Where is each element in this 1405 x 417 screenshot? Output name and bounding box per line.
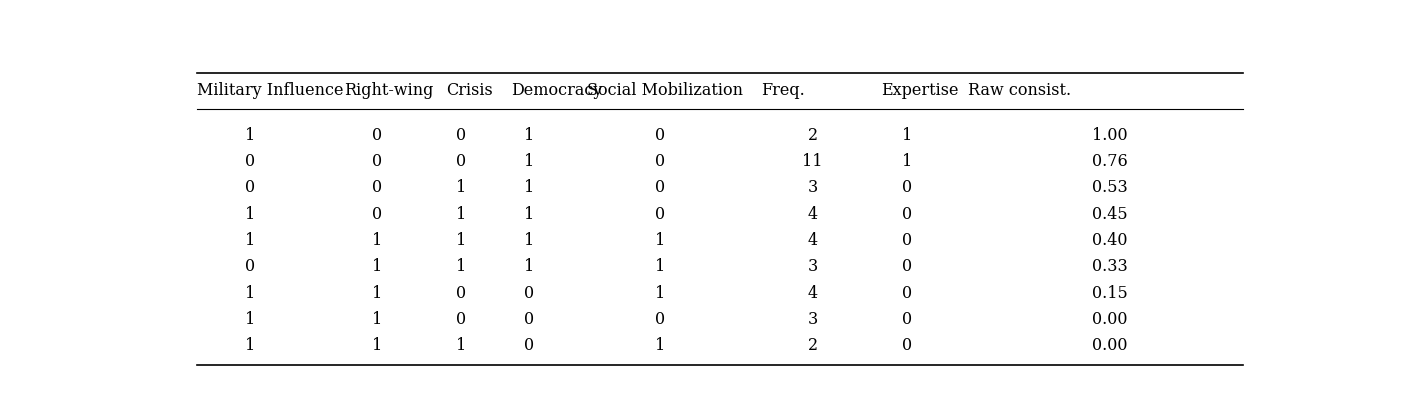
Text: 0: 0 [655, 179, 665, 196]
Text: Right-wing: Right-wing [344, 82, 434, 99]
Text: Freq.: Freq. [762, 82, 805, 99]
Text: 0: 0 [455, 153, 466, 170]
Text: 0: 0 [455, 311, 466, 328]
Text: 1: 1 [524, 206, 535, 223]
Text: 1: 1 [524, 232, 535, 249]
Text: 0: 0 [902, 337, 912, 354]
Text: 1: 1 [244, 232, 254, 249]
Text: 11: 11 [802, 153, 823, 170]
Text: 0: 0 [372, 206, 382, 223]
Text: Raw consist.: Raw consist. [968, 82, 1072, 99]
Text: 0: 0 [244, 153, 254, 170]
Text: 1: 1 [455, 232, 466, 249]
Text: 0.33: 0.33 [1092, 258, 1128, 275]
Text: 0: 0 [524, 337, 534, 354]
Text: 1: 1 [244, 127, 254, 143]
Text: 0: 0 [524, 285, 534, 301]
Text: 3: 3 [808, 179, 818, 196]
Text: 1: 1 [524, 258, 535, 275]
Text: Crisis: Crisis [445, 82, 492, 99]
Text: 0: 0 [655, 127, 665, 143]
Text: 0: 0 [372, 153, 382, 170]
Text: 0: 0 [902, 311, 912, 328]
Text: 0: 0 [902, 206, 912, 223]
Text: 1: 1 [372, 258, 382, 275]
Text: 1: 1 [455, 258, 466, 275]
Text: 4: 4 [808, 285, 818, 301]
Text: 0: 0 [655, 153, 665, 170]
Text: 1: 1 [524, 179, 535, 196]
Text: 1: 1 [372, 285, 382, 301]
Text: 0.40: 0.40 [1092, 232, 1128, 249]
Text: 1: 1 [655, 337, 666, 354]
Text: 1: 1 [524, 127, 535, 143]
Text: 0: 0 [455, 127, 466, 143]
Text: 1: 1 [244, 285, 254, 301]
Text: 1: 1 [372, 232, 382, 249]
Text: 1: 1 [524, 153, 535, 170]
Text: 1: 1 [455, 337, 466, 354]
Text: 1: 1 [655, 285, 666, 301]
Text: 1: 1 [244, 206, 254, 223]
Text: Social Mobilization: Social Mobilization [587, 82, 743, 99]
Text: 0.00: 0.00 [1092, 337, 1128, 354]
Text: 2: 2 [808, 337, 818, 354]
Text: 1: 1 [902, 153, 912, 170]
Text: Military Influence: Military Influence [197, 82, 344, 99]
Text: 0.76: 0.76 [1092, 153, 1128, 170]
Text: 1: 1 [372, 311, 382, 328]
Text: Expertise: Expertise [881, 82, 958, 99]
Text: 0.00: 0.00 [1092, 311, 1128, 328]
Text: 0: 0 [372, 179, 382, 196]
Text: 0: 0 [655, 206, 665, 223]
Text: 0: 0 [524, 311, 534, 328]
Text: 0.15: 0.15 [1092, 285, 1128, 301]
Text: 1: 1 [655, 258, 666, 275]
Text: 0: 0 [244, 179, 254, 196]
Text: 1: 1 [244, 337, 254, 354]
Text: 0: 0 [244, 258, 254, 275]
Text: Democracy: Democracy [511, 82, 603, 99]
Text: 0.53: 0.53 [1092, 179, 1128, 196]
Text: 0: 0 [902, 232, 912, 249]
Text: 1: 1 [455, 206, 466, 223]
Text: 0.45: 0.45 [1092, 206, 1128, 223]
Text: 1: 1 [372, 337, 382, 354]
Text: 3: 3 [808, 311, 818, 328]
Text: 1: 1 [244, 311, 254, 328]
Text: 0: 0 [372, 127, 382, 143]
Text: 1: 1 [902, 127, 912, 143]
Text: 4: 4 [808, 206, 818, 223]
Text: 0: 0 [455, 285, 466, 301]
Text: 4: 4 [808, 232, 818, 249]
Text: 0: 0 [902, 258, 912, 275]
Text: 0: 0 [902, 285, 912, 301]
Text: 3: 3 [808, 258, 818, 275]
Text: 0: 0 [655, 311, 665, 328]
Text: 1.00: 1.00 [1092, 127, 1128, 143]
Text: 2: 2 [808, 127, 818, 143]
Text: 0: 0 [902, 179, 912, 196]
Text: 1: 1 [655, 232, 666, 249]
Text: 1: 1 [455, 179, 466, 196]
